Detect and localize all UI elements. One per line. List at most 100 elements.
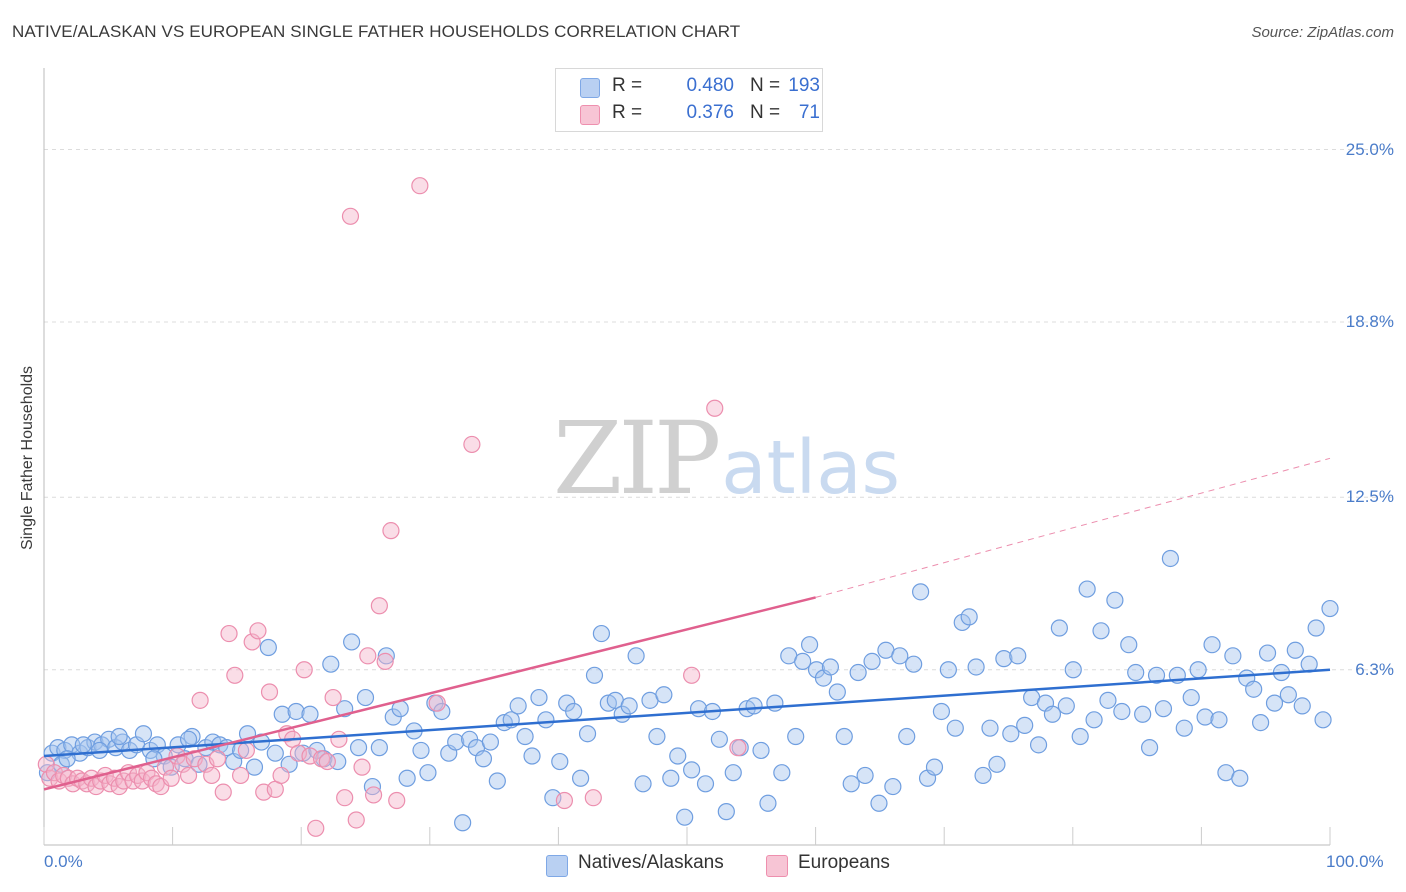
point-europeans [706,399,724,417]
point-natives [377,647,395,665]
point-natives [1203,636,1221,654]
point-europeans [324,688,342,707]
point-natives [745,697,763,715]
point-natives [1057,697,1075,715]
point-natives [565,702,583,721]
point-natives [110,727,128,746]
point-natives [724,764,742,782]
point-natives [1258,644,1277,662]
point-natives [981,719,999,737]
point-natives [349,739,368,757]
point-natives [537,711,555,729]
point-natives [967,658,985,676]
point-natives [1071,727,1089,746]
point-natives [1043,705,1062,723]
point-natives [884,777,902,796]
point-natives [939,661,957,679]
watermark-atlas: atlas [721,425,901,511]
point-europeans [307,819,325,837]
point-natives [1002,725,1020,743]
point-natives [710,730,728,748]
point-natives [1147,666,1166,684]
point-natives [1231,769,1249,787]
point-natives [1113,702,1131,721]
point-natives [766,694,784,712]
point-natives [717,803,735,821]
point-europeans [226,666,244,684]
point-natives [245,758,264,776]
point-natives [898,727,916,746]
point-natives [343,633,361,651]
point-natives [1279,686,1297,704]
point-natives [572,769,590,787]
point-europeans [243,633,261,651]
legend-r-label: R = [612,102,643,123]
legend-n-value-natives: 193 [788,75,820,96]
point-europeans [249,622,267,640]
point-natives [398,769,416,787]
point-natives [974,766,992,785]
point-natives [481,733,499,751]
point-natives [842,775,860,793]
point-natives [1265,694,1284,712]
point-natives [1224,647,1242,665]
point-natives [1175,719,1193,737]
point-europeans [388,791,406,810]
legend-n-label: N = [750,75,781,96]
point-natives [995,650,1013,668]
point-europeans [353,758,371,776]
point-natives [1252,713,1270,732]
point-natives [828,683,846,701]
point-natives [370,739,388,757]
point-natives [1293,697,1311,715]
legend-r-label: R = [612,75,643,96]
legend-r-value-europeans: 0.376 [686,102,734,123]
point-natives [1009,647,1027,665]
point-natives [856,766,874,785]
point-natives [1154,700,1173,718]
point-natives [669,747,687,765]
point-natives [1286,641,1304,659]
x-tick-min: 0.0% [44,852,83,871]
point-natives [509,697,527,715]
point-natives [419,764,437,782]
point-europeans [87,777,105,796]
point-natives [835,727,853,746]
point-natives [530,688,548,707]
point-natives [1092,622,1110,640]
point-natives [1161,549,1180,568]
point-europeans [347,811,365,829]
trend-line-europeans-extension [815,457,1331,598]
point-europeans [729,739,747,757]
stats-legend: R = 0.480 N = 193 R = 0.376 N = 71 [555,68,823,132]
source-label: Source: ZipAtlas.com [1251,24,1394,41]
point-natives [585,666,604,684]
point-natives [1029,736,1048,754]
point-natives [696,775,715,793]
point-europeans [147,775,165,793]
point-natives [1189,661,1207,679]
point-europeans [237,741,255,760]
point-natives [273,705,291,723]
point-natives [578,725,597,743]
legend-swatch-natives [580,78,600,98]
point-natives [752,741,770,760]
point-natives [1314,711,1332,729]
point-natives [1196,708,1214,726]
point-europeans [341,207,360,225]
point-natives [946,719,964,737]
point-europeans [330,730,348,748]
trend-line-natives [43,668,1331,758]
point-europeans [683,666,701,684]
point-natives [1120,636,1138,654]
point-natives [662,769,680,787]
point-europeans [124,772,142,790]
legend-n-value-europeans: 71 [798,102,820,123]
point-europeans [555,791,574,810]
legend-n-label: N = [750,102,781,123]
point-natives [1050,619,1068,637]
point-europeans [220,624,238,643]
x-tick-max: 100.0% [1326,852,1384,871]
point-natives [1106,591,1124,609]
point-natives [960,608,978,626]
